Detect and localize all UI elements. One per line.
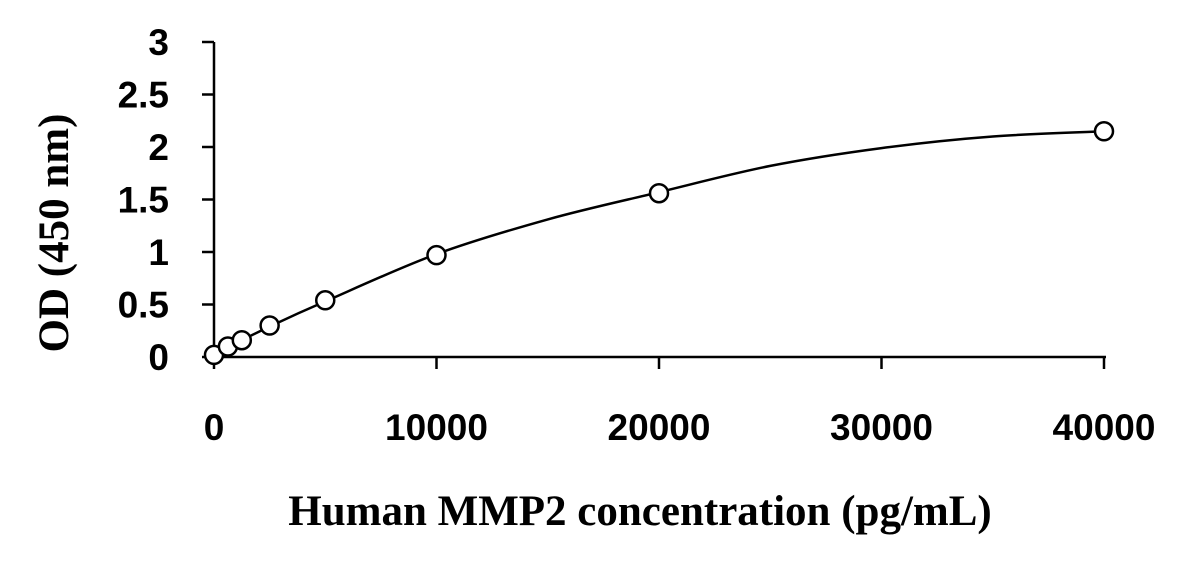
- y-axis-title: OD (450 nm): [31, 114, 78, 353]
- x-tick-label: 0: [204, 407, 225, 448]
- y-tick-label: 3: [148, 22, 169, 63]
- x-tick-label: 20000: [608, 407, 711, 448]
- y-tick-label: 2: [148, 127, 169, 168]
- data-point: [231, 329, 253, 351]
- data-point: [1093, 121, 1115, 142]
- y-axis: 0 0.5 1 1.5 2 2.5 3: [118, 22, 216, 378]
- y-tick-label: 0.5: [118, 285, 169, 326]
- y-tick-label: 1.5: [118, 180, 169, 221]
- data-points: [203, 121, 1115, 366]
- data-point: [259, 315, 280, 336]
- data-point: [648, 182, 670, 204]
- fit-curve: [213, 130, 1105, 356]
- x-tick-label: 40000: [1053, 407, 1156, 448]
- x-axis-title: Human MMP2 concentration (pg/mL): [288, 488, 991, 535]
- data-point: [426, 244, 447, 266]
- data-point: [315, 290, 336, 311]
- x-axis: 0 10000 20000 30000 40000: [204, 355, 1156, 448]
- x-tick-label: 10000: [385, 407, 488, 448]
- y-tick-label: 2.5: [118, 75, 169, 116]
- y-tick-label: 0: [148, 337, 169, 378]
- y-tick-label: 1: [148, 232, 169, 273]
- x-tick-label: 30000: [830, 407, 933, 448]
